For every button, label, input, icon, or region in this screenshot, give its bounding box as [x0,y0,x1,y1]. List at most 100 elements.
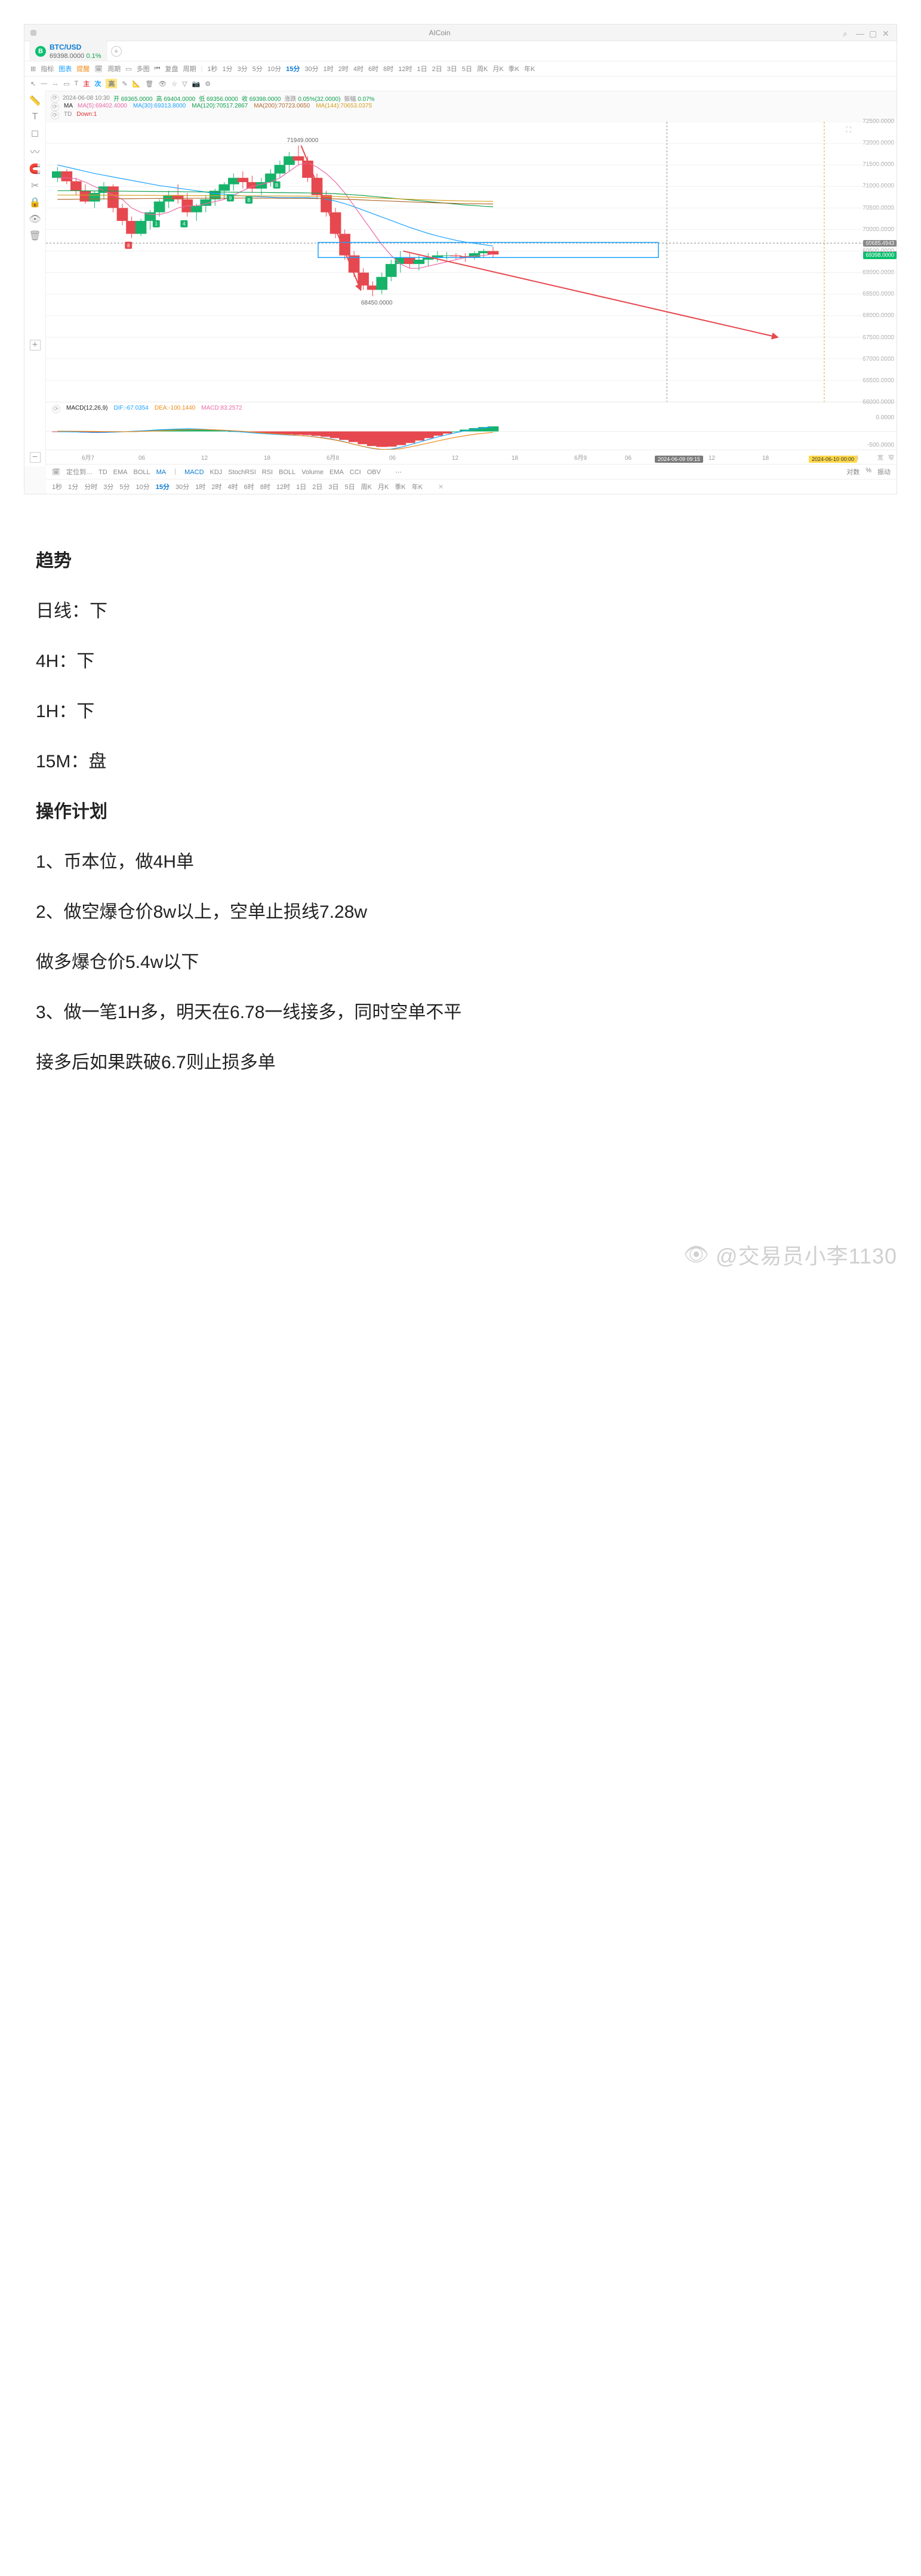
indicator-｜[interactable]: ｜ [172,469,178,476]
time-axis[interactable]: 6月70612186月80612186月9061218062024-06-09 … [46,450,897,465]
timeframe-1秒[interactable]: 1秒 [207,66,217,73]
btn-period[interactable]: 周期 [107,64,121,73]
bottom-tf-3日[interactable]: 3日 [328,484,338,491]
bottom-tf-1秒[interactable]: 1秒 [52,484,62,491]
search-icon[interactable]: ⌕ [843,29,851,37]
ruler-icon[interactable]: 📏 [29,95,41,107]
macd-panel[interactable]: ⟳ MACD(12,26,9) DIF:-67.0354 DEA:-100.14… [46,402,897,450]
indicator-TD[interactable]: TD [98,469,107,476]
indicator-KDJ[interactable]: KDJ [210,469,223,476]
timeframe-月K[interactable]: 月K [492,66,503,73]
indicator-right-对数[interactable]: 对数 [846,467,860,477]
highlight-tool[interactable]: 高 [106,79,117,88]
trash-icon[interactable]: 🗑 [29,230,41,242]
timeframe-5分[interactable]: 5分 [252,66,263,73]
bottom-tf-2日[interactable]: 2日 [312,484,322,491]
btn-replay[interactable]: 复盘 [165,64,178,73]
indicator-OBV[interactable]: OBV [367,469,381,476]
bottom-tf-10分[interactable]: 10分 [136,484,150,491]
text-icon[interactable]: T [32,112,38,122]
draw-tool[interactable]: ✎ [122,80,127,88]
multi-icon[interactable]: ▭ [125,65,131,73]
goto-label[interactable]: 定位到… [66,467,93,477]
macd-chart[interactable] [46,413,897,450]
ruler-tool[interactable]: 📐 [133,80,141,88]
layout-icon[interactable]: ⊞ [30,65,36,73]
screenshot-tool[interactable]: 📷 [192,80,201,88]
zoom-in-button[interactable]: + [30,340,41,351]
timeframe-1分[interactable]: 1分 [222,66,232,73]
timeframe-10分[interactable]: 10分 [267,66,281,73]
width-narrow[interactable]: 窄 [888,453,894,462]
bottom-tf-15分[interactable]: 15分 [156,484,170,491]
chart-area[interactable]: 72500.000072000.000071500.000071000.0000… [46,122,897,494]
timeframe-周K[interactable]: 周K [477,66,488,73]
bottom-tf-月K[interactable]: 月K [378,484,389,491]
lock-icon[interactable]: 🔒 [29,196,41,208]
bottom-tf-1分[interactable]: 1分 [68,484,78,491]
indicator-EMA[interactable]: EMA [329,469,344,476]
symbol-tab[interactable]: B BTC/USD 69398.0000 0.1% [29,41,107,62]
timeframe-3分[interactable]: 3分 [238,66,248,73]
add-tab-button[interactable]: + [111,46,122,57]
bottom-tf-2时[interactable]: 2时 [211,484,221,491]
timeframe-年K[interactable]: 年K [524,66,535,73]
bottom-tf-8时[interactable]: 8时 [260,484,270,491]
timeframe-3日[interactable]: 3日 [447,66,457,73]
btn-chart[interactable]: 图表 [58,64,72,73]
calendar-goto-icon[interactable]: 🗓 [52,468,60,476]
timeframe-1时[interactable]: 1时 [324,66,334,73]
minimize-icon[interactable]: — [856,29,864,37]
timeframe-2日[interactable]: 2日 [432,66,442,73]
timeframe-2时[interactable]: 2时 [338,66,349,73]
line-tool[interactable]: — [41,80,47,87]
replay-icon[interactable]: ⏮ [155,65,161,73]
indicator-right-%[interactable]: % [865,467,871,477]
fullscreen-icon[interactable]: ⛶ [846,125,851,134]
timeframe-12时[interactable]: 12时 [398,66,412,73]
maximize-icon[interactable]: ▢ [869,29,877,37]
ma-refresh-icon[interactable]: ⟳ [51,103,59,111]
zoom-out-button[interactable]: − [30,452,41,463]
calendar-icon[interactable]: 🗓 [94,65,103,73]
settings-tool[interactable]: ⚙ [205,80,211,88]
indicator-RSI[interactable]: RSI [262,469,273,476]
shape-icon[interactable]: ◻ [31,127,39,139]
horiz-tool[interactable]: ↔ [52,80,58,87]
bottom-tf-季K[interactable]: 季K [395,484,405,491]
ci-tool[interactable]: 次 [94,79,101,88]
eye-tool[interactable]: 👁 [158,80,167,88]
indicator-EMA[interactable]: EMA [113,469,128,476]
fav-tool[interactable]: ☆ [171,80,177,88]
eye-icon[interactable]: 👁 [29,213,41,225]
indicator-MACD[interactable]: MACD [184,469,204,476]
close-icon[interactable]: ✕ [882,29,891,37]
bottom-tf-年K[interactable]: 年K [412,484,423,491]
bottom-tf-12时[interactable]: 12时 [276,484,290,491]
bottom-tf-5日[interactable]: 5日 [345,484,355,491]
text-tool[interactable]: T [75,80,79,87]
bottom-tf-1日[interactable]: 1日 [296,484,306,491]
box-tool[interactable]: ▭ [63,80,69,88]
bottom-tf-4时[interactable]: 4时 [228,484,238,491]
timeframe-5日[interactable]: 5日 [462,66,472,73]
btn-multi[interactable]: 多图 [137,64,150,73]
filter-tool[interactable]: ▽ [182,80,187,88]
bottom-tf-3分[interactable]: 3分 [103,484,113,491]
zhu-tool[interactable]: 主 [83,79,90,88]
timeframe-4时[interactable]: 4时 [353,66,364,73]
timeframe-6时[interactable]: 6时 [368,66,378,73]
timeframe-季K[interactable]: 季K [509,66,519,73]
eraser-icon[interactable]: ✂ [31,180,39,192]
indicator-StochRSI[interactable]: StochRSI [228,469,255,476]
price-panel[interactable]: 72500.000072000.000071500.000071000.0000… [46,122,897,402]
indicator-BOLL[interactable]: BOLL [279,469,295,476]
macd-refresh-icon[interactable]: ⟳ [52,405,60,413]
magnet-icon[interactable]: 🧲 [29,163,41,175]
width-wide[interactable]: 宽 [877,453,883,462]
ohlc-refresh-icon[interactable]: ⟳ [51,94,59,103]
indicator-Volume[interactable]: Volume [301,469,324,476]
timeframe-30分[interactable]: 30分 [304,66,318,73]
bottom-tf-5分[interactable]: 5分 [119,484,130,491]
btn-indicator[interactable]: 指标 [41,64,54,73]
